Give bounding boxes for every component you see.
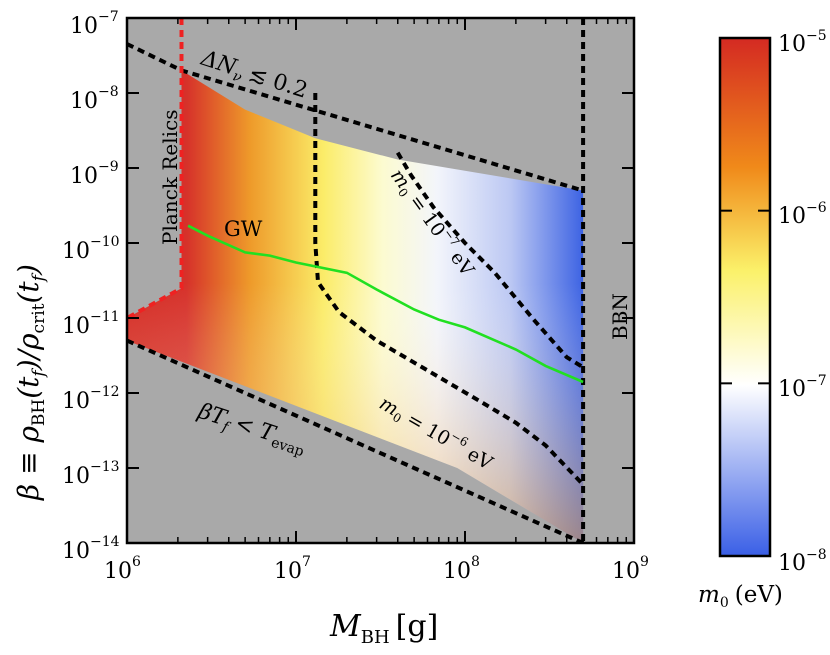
y-tick-labels: 10−7 10−8 10−9 10−10 10−11 10−12 10−13 1… — [62, 9, 120, 564]
y-tick-label: 10−11 — [62, 309, 120, 339]
colorbar-tick-label: 10−5 — [778, 28, 827, 57]
y-tick-label: 10−7 — [70, 9, 119, 39]
colorbar-tick-label: 10−6 — [778, 200, 827, 229]
boundary-planck-relics — [127, 18, 184, 320]
planck-relics-label: Planck Relics — [158, 110, 182, 246]
colorbar — [718, 36, 772, 558]
colorbar-tick-label: 10−8 — [778, 547, 827, 576]
boundary-m0-1e-6-ev — [313, 93, 585, 486]
colorbar-ticks — [720, 37, 770, 557]
boundary-m0-1e-7-ev — [395, 151, 585, 370]
y-tick-label: 10−9 — [70, 159, 119, 189]
axis-ticks — [126, 17, 635, 544]
y-tick-label: 10−10 — [62, 234, 120, 264]
x-tick-label: 108 — [443, 554, 480, 584]
y-tick-label: 10−12 — [62, 384, 120, 414]
x-tick-label: 107 — [274, 554, 311, 584]
x-tick-label: 109 — [612, 554, 649, 584]
allowed-region-shade — [127, 70, 584, 543]
boundary-lines — [127, 18, 586, 543]
bbn-label: BBN — [608, 293, 632, 340]
y-tick-label: 10−13 — [62, 459, 120, 489]
colorbar-label: m0 (eV) — [698, 582, 783, 611]
x-tick-labels: 106 107 108 109 — [104, 554, 649, 584]
plot-frame — [125, 16, 636, 545]
y-axis-label: β ≡ ρBH(tf)/ρcrit(tf) — [12, 264, 49, 501]
y-tick-label: 10−14 — [62, 534, 120, 564]
x-tick-label: 106 — [104, 554, 141, 584]
gw-label: GW — [224, 217, 263, 241]
x-axis-label: MBH [g] — [329, 609, 438, 648]
colorbar-tick-labels: 10−5 10−6 10−7 10−8 — [778, 28, 827, 576]
colorbar-tick-label: 10−7 — [778, 373, 827, 402]
gw-line — [187, 224, 584, 384]
y-tick-label: 10−8 — [70, 84, 119, 114]
